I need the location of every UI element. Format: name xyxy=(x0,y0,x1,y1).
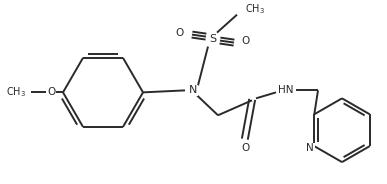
Text: O: O xyxy=(242,36,250,46)
Text: O: O xyxy=(241,143,249,153)
Text: O: O xyxy=(47,87,55,97)
Text: O: O xyxy=(176,28,184,38)
Text: N: N xyxy=(307,143,314,153)
Text: CH$_3$: CH$_3$ xyxy=(245,2,265,16)
Text: CH$_3$: CH$_3$ xyxy=(6,86,26,99)
Text: N: N xyxy=(189,85,197,95)
Text: S: S xyxy=(209,34,217,44)
Text: HN: HN xyxy=(278,85,294,95)
